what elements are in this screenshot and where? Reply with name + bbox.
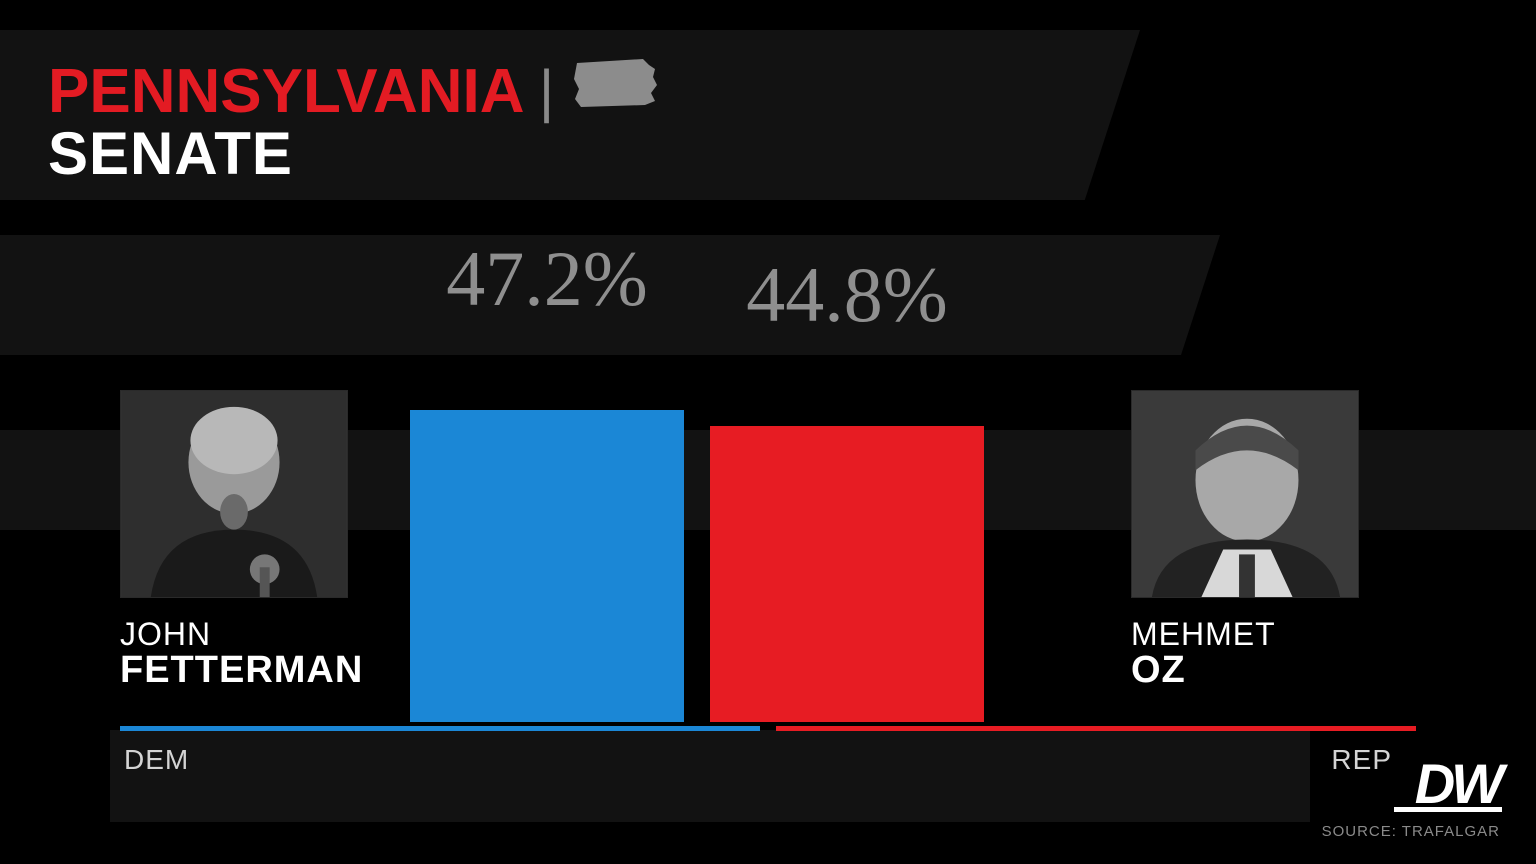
- candidate-photo-right: [1131, 390, 1359, 598]
- bg-band-bottom: [110, 730, 1310, 822]
- candidate-last-right: OZ: [1131, 649, 1396, 692]
- logo-underline: [1394, 807, 1502, 812]
- title-block: PENNSYLVANIA | SENATE: [48, 56, 659, 188]
- party-line-left: [120, 726, 760, 731]
- party-label-left: DEM: [124, 744, 189, 776]
- title-pipe: |: [539, 58, 554, 125]
- pct-label-left: 47.2%: [410, 234, 684, 324]
- chart-area: JOHN FETTERMAN MEHMET OZ 47.2% 44.8% DE: [120, 260, 1416, 730]
- source-text: SOURCE: TRAFALGAR: [1322, 823, 1500, 840]
- candidate-photo-left: [120, 390, 348, 598]
- bar-fill-right: [710, 426, 984, 722]
- logo-text: DW: [1415, 752, 1500, 815]
- party-label-right: REP: [1331, 744, 1392, 776]
- state-shape-icon: [571, 55, 659, 116]
- state-name: PENNSYLVANIA: [48, 56, 525, 127]
- bar-fill-left: [410, 410, 684, 722]
- candidate-name-right: MEHMET OZ: [1131, 616, 1396, 692]
- candidate-left: JOHN FETTERMAN: [120, 390, 385, 692]
- pct-label-right: 44.8%: [710, 250, 984, 340]
- logo: DW: [1415, 751, 1500, 816]
- candidate-first-left: JOHN: [120, 616, 385, 653]
- bar-right: 44.8%: [710, 340, 984, 726]
- party-line-right: [776, 726, 1416, 731]
- bar-left: 47.2%: [410, 324, 684, 726]
- candidate-right: MEHMET OZ: [1131, 390, 1396, 692]
- candidate-first-right: MEHMET: [1131, 616, 1396, 653]
- candidate-last-left: FETTERMAN: [120, 649, 385, 692]
- race-type: SENATE: [48, 119, 659, 188]
- candidate-name-left: JOHN FETTERMAN: [120, 616, 385, 692]
